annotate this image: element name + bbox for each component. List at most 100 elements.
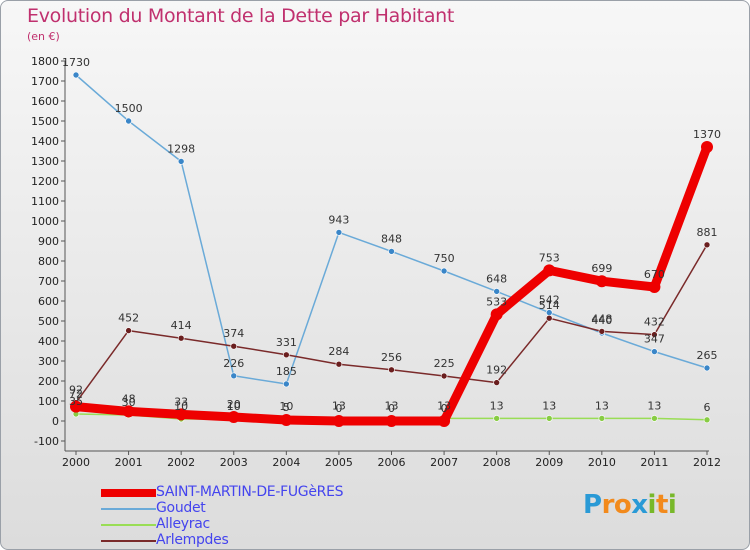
data-label-alleyrac: 13: [647, 399, 661, 412]
data-label-arlempdes: 452: [118, 312, 139, 325]
legend-swatch: [101, 489, 156, 497]
data-label-saint-martin-de-fug-res: 753: [539, 251, 560, 264]
data-label-goudet: 542: [539, 294, 560, 307]
y-tick-label: 1700: [31, 75, 59, 88]
data-label-saint-martin-de-fug-res: 533: [486, 295, 507, 308]
legend-swatch: [101, 540, 156, 542]
data-label-arlempdes: 192: [486, 364, 507, 377]
y-tick-label: 1200: [31, 175, 59, 188]
data-label-saint-martin-de-fug-res: 5: [283, 401, 290, 414]
data-label-arlempdes: 414: [171, 319, 192, 332]
data-label-arlempdes: 256: [381, 351, 402, 364]
data-label-alleyrac: 10: [227, 400, 241, 413]
y-tick-label: 300: [38, 355, 59, 368]
logo-letter: t: [655, 490, 668, 520]
data-label-arlempdes: 92: [69, 384, 83, 397]
y-tick-label: 1300: [31, 155, 59, 168]
data-label-saint-martin-de-fug-res: 0: [388, 402, 395, 415]
y-tick-label: 800: [38, 255, 59, 268]
x-tick-label: 2002: [167, 456, 195, 469]
series-line-saint-martin-de-fug-res: [71, 142, 712, 426]
series-line-goudet: [75, 74, 708, 385]
y-tick-label: 1100: [31, 195, 59, 208]
data-point-saint-martin-de-fug-res: [332, 415, 345, 427]
data-point-saint-martin-de-fug-res: [595, 275, 608, 288]
data-label-alleyrac: 35: [69, 395, 83, 408]
data-point-arlempdes: [651, 331, 658, 338]
chart-title: Evolution du Montant de la Dette par Hab…: [27, 5, 455, 27]
data-point-alleyrac: [651, 415, 658, 422]
data-label-alleyrac: 10: [174, 400, 188, 413]
data-label-alleyrac: 13: [542, 399, 556, 412]
data-point-goudet: [703, 364, 711, 372]
x-tick-label: 2000: [62, 456, 90, 469]
x-tick-label: 2005: [325, 456, 353, 469]
data-label-arlempdes: 225: [434, 357, 455, 370]
data-point-saint-martin-de-fug-res: [490, 308, 503, 321]
data-label-goudet: 347: [644, 333, 665, 346]
logo-letter: P: [583, 490, 602, 520]
logo-letter: r: [601, 490, 615, 520]
y-tick-label: 1500: [31, 115, 59, 128]
data-label-goudet: 265: [697, 349, 718, 362]
proxiti-logo: Proxiti: [583, 490, 677, 520]
logo-letter: x: [631, 490, 648, 520]
data-point-saint-martin-de-fug-res: [175, 408, 188, 421]
y-tick-label: 400: [38, 335, 59, 348]
legend-label: Alleyrac: [156, 516, 210, 532]
data-label-goudet: 226: [223, 357, 244, 370]
x-tick-label: 2010: [588, 456, 616, 469]
data-label-alleyrac: 13: [385, 399, 399, 412]
data-point-goudet: [651, 348, 658, 355]
y-tick-label: 1800: [31, 55, 59, 68]
y-tick-label: 200: [38, 375, 59, 388]
data-point-alleyrac: [703, 416, 711, 424]
data-point-saint-martin-de-fug-res: [122, 405, 135, 418]
data-label-alleyrac: 6: [704, 401, 711, 414]
y-tick-label: -100: [34, 435, 59, 448]
y-tick-label: 1000: [31, 215, 59, 228]
data-label-alleyrac: 10: [279, 400, 293, 413]
data-label-alleyrac: 30: [122, 396, 136, 409]
data-label-goudet: 648: [486, 272, 507, 285]
data-point-arlempdes: [545, 314, 553, 322]
data-point-goudet: [230, 372, 238, 380]
data-label-goudet: 1500: [115, 102, 143, 115]
data-point-arlempdes: [283, 351, 290, 359]
data-label-goudet: 440: [591, 314, 612, 327]
data-point-goudet: [388, 248, 395, 255]
data-label-alleyrac: 13: [490, 399, 504, 412]
data-point-arlempdes: [125, 327, 132, 334]
legend-label: Arlempdes: [156, 532, 229, 548]
legend-swatch: [101, 524, 156, 526]
data-point-saint-martin-de-fug-res: [648, 281, 661, 293]
data-label-alleyrac: 13: [332, 399, 346, 412]
legend-label: SAINT-MARTIN-DE-FUGèRES: [156, 484, 344, 500]
x-tick-label: 2009: [535, 456, 563, 469]
data-point-goudet: [440, 267, 448, 275]
data-label-saint-martin-de-fug-res: 0: [441, 402, 448, 415]
y-tick-label: 500: [38, 315, 59, 328]
logo-letter: i: [667, 490, 677, 520]
data-point-alleyrac: [598, 415, 606, 422]
data-label-saint-martin-de-fug-res: 1370: [693, 128, 721, 141]
y-tick-label: 100: [38, 395, 59, 408]
y-tick-label: 1600: [31, 95, 59, 108]
legend-label: Goudet: [156, 500, 206, 516]
data-point-goudet: [177, 158, 185, 165]
data-label-goudet: 943: [328, 213, 349, 226]
y-tick-label: 0: [52, 415, 59, 428]
data-label-saint-martin-de-fug-res: 48: [122, 392, 136, 405]
data-point-arlempdes: [177, 334, 185, 342]
x-tick-label: 2012: [693, 456, 721, 469]
data-label-saint-martin-de-fug-res: 699: [591, 262, 612, 275]
data-point-arlempdes: [440, 372, 448, 380]
x-tick-label: 2004: [272, 456, 300, 469]
data-point-saint-martin-de-fug-res: [438, 415, 451, 427]
data-point-goudet: [72, 71, 80, 79]
data-label-arlempdes: 331: [276, 336, 297, 349]
data-point-arlempdes: [703, 241, 711, 249]
logo-letter: o: [613, 490, 632, 520]
data-point-saint-martin-de-fug-res: [280, 414, 293, 426]
